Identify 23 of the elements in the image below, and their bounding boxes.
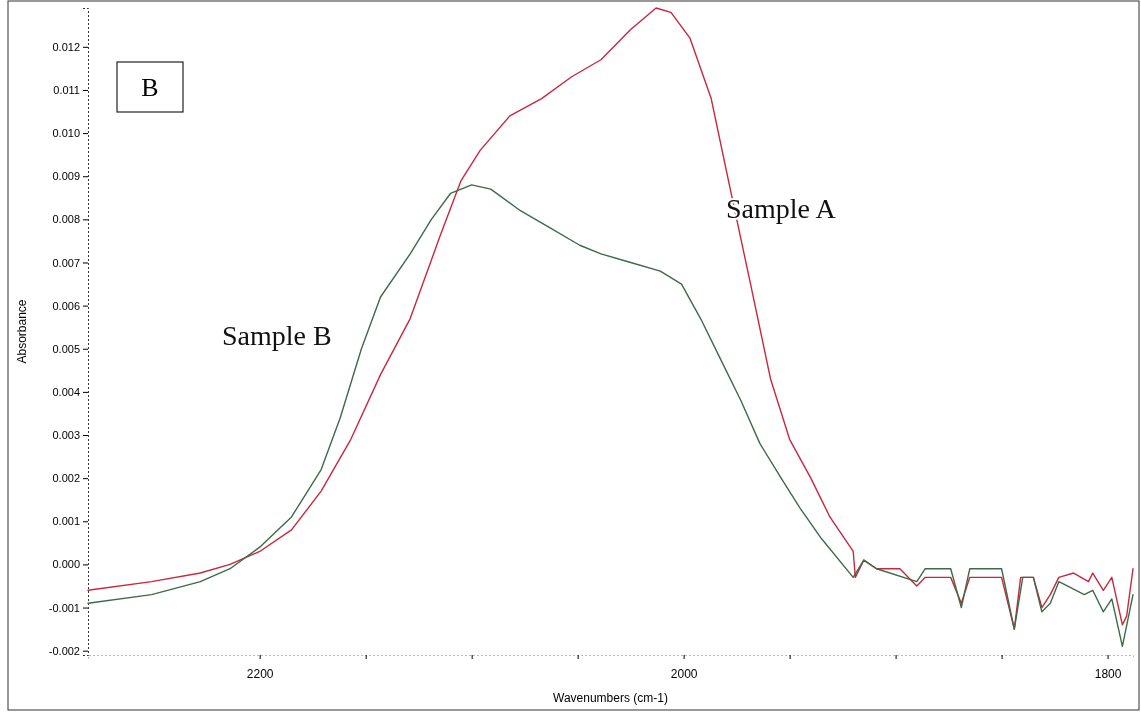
y-tick-label: 0.009	[52, 170, 80, 183]
y-tick-label: 0.001	[52, 515, 80, 528]
y-tick-label: 0.002	[52, 472, 80, 485]
y-tick-label: 0.006	[52, 299, 80, 312]
x-tick-label: 2200	[246, 666, 274, 681]
y-tick-label: 0.011	[53, 83, 80, 96]
series-label: Sample B	[222, 320, 332, 351]
y-tick-label: 0.012	[52, 40, 80, 53]
annotation: B	[141, 73, 159, 102]
y-axis-title: Absorbance	[15, 299, 29, 364]
x-tick-label: 1800	[1094, 666, 1122, 681]
y-tick-label: 0.007	[52, 256, 80, 269]
y-tick-label: 0.010	[52, 127, 80, 140]
y-tick-label: 0.004	[52, 385, 80, 398]
x-tick-label: 2000	[670, 666, 698, 681]
y-tick-label: 0.000	[52, 558, 80, 571]
y-tick-label: -0.001	[48, 601, 80, 614]
x-axis-title: Wavenumbers (cm-1)	[553, 691, 668, 705]
y-tick-label: 0.008	[52, 213, 80, 226]
y-tick-label: 0.005	[52, 342, 80, 355]
y-tick-label: -0.002	[48, 644, 80, 657]
y-tick-label: 0.003	[52, 429, 80, 442]
line-series	[87, 184, 1134, 648]
